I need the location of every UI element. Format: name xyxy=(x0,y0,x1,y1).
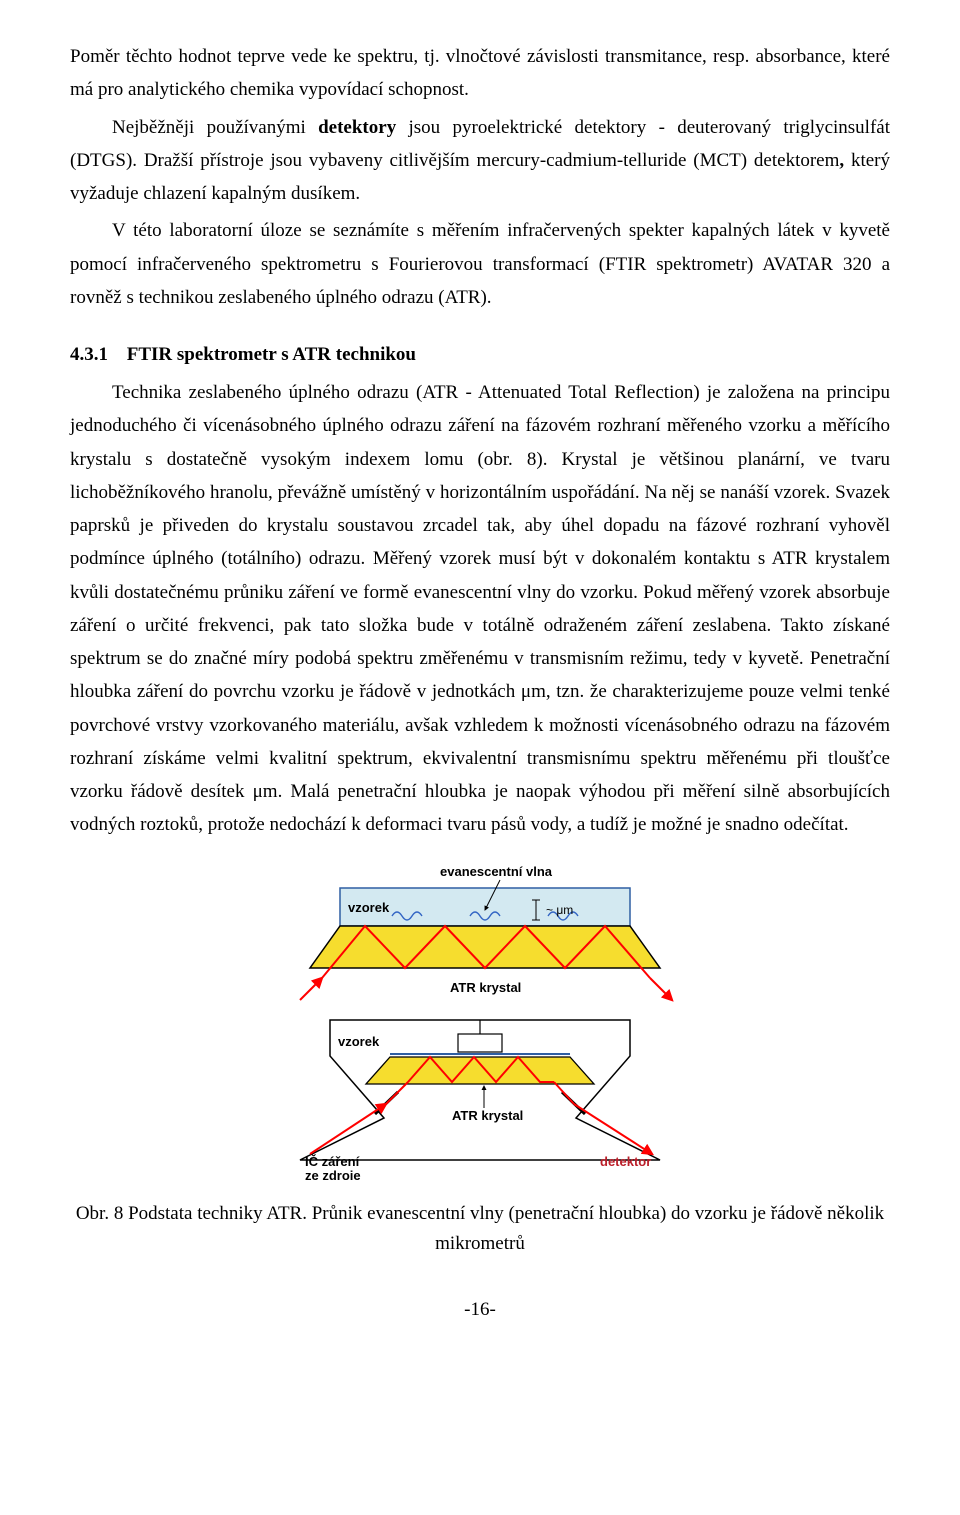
top-ray-out xyxy=(650,978,672,1000)
paragraph-2: Nejběžněji používanými detektory jsou py… xyxy=(70,111,890,211)
paragraph-4: Technika zeslabeného úplného odrazu (ATR… xyxy=(70,376,890,842)
p2-bold-detektory: detektory xyxy=(318,117,396,138)
bottom-crystal-trapezoid xyxy=(366,1057,594,1084)
top-ray-in xyxy=(300,978,322,1000)
label-vzorek-top: vzorek xyxy=(348,900,390,915)
top-crystal-trapezoid xyxy=(310,926,660,968)
atr-diagram: evanescentní vlna vzorek ~ μm ATR krysta… xyxy=(270,860,690,1180)
p2-part-a: Nejběžněji používanými xyxy=(112,117,318,138)
label-atr-bottom: ATR krystal xyxy=(452,1108,523,1123)
label-evanescent: evanescentní vlna xyxy=(440,864,553,879)
label-um: ~ μm xyxy=(546,903,573,917)
section-title: FTIR spektrometr s ATR technikou xyxy=(127,344,416,365)
figure-caption: Obr. 8 Podstata techniky ATR. Průnik eva… xyxy=(70,1199,890,1260)
paragraph-3: V této laboratorní úloze se seznámíte s … xyxy=(70,214,890,314)
figure-container: evanescentní vlna vzorek ~ μm ATR krysta… xyxy=(70,860,890,1185)
page-number: -16- xyxy=(70,1299,890,1321)
section-number: 4.3.1 xyxy=(70,344,122,366)
label-ic-line1: IČ záření xyxy=(305,1154,360,1169)
label-vzorek-bottom: vzorek xyxy=(338,1034,380,1049)
label-detektor: detektor xyxy=(600,1154,651,1169)
page-content: Poměr těchto hodnot teprve vede ke spekt… xyxy=(0,0,960,1351)
p2-bold-comma: , xyxy=(839,150,851,171)
label-atr-top: ATR krystal xyxy=(450,980,521,995)
paragraph-1: Poměr těchto hodnot teprve vede ke spekt… xyxy=(70,40,890,107)
section-heading: 4.3.1 FTIR spektrometr s ATR technikou xyxy=(70,344,890,366)
label-ic-line2: ze zdroje xyxy=(305,1168,361,1180)
